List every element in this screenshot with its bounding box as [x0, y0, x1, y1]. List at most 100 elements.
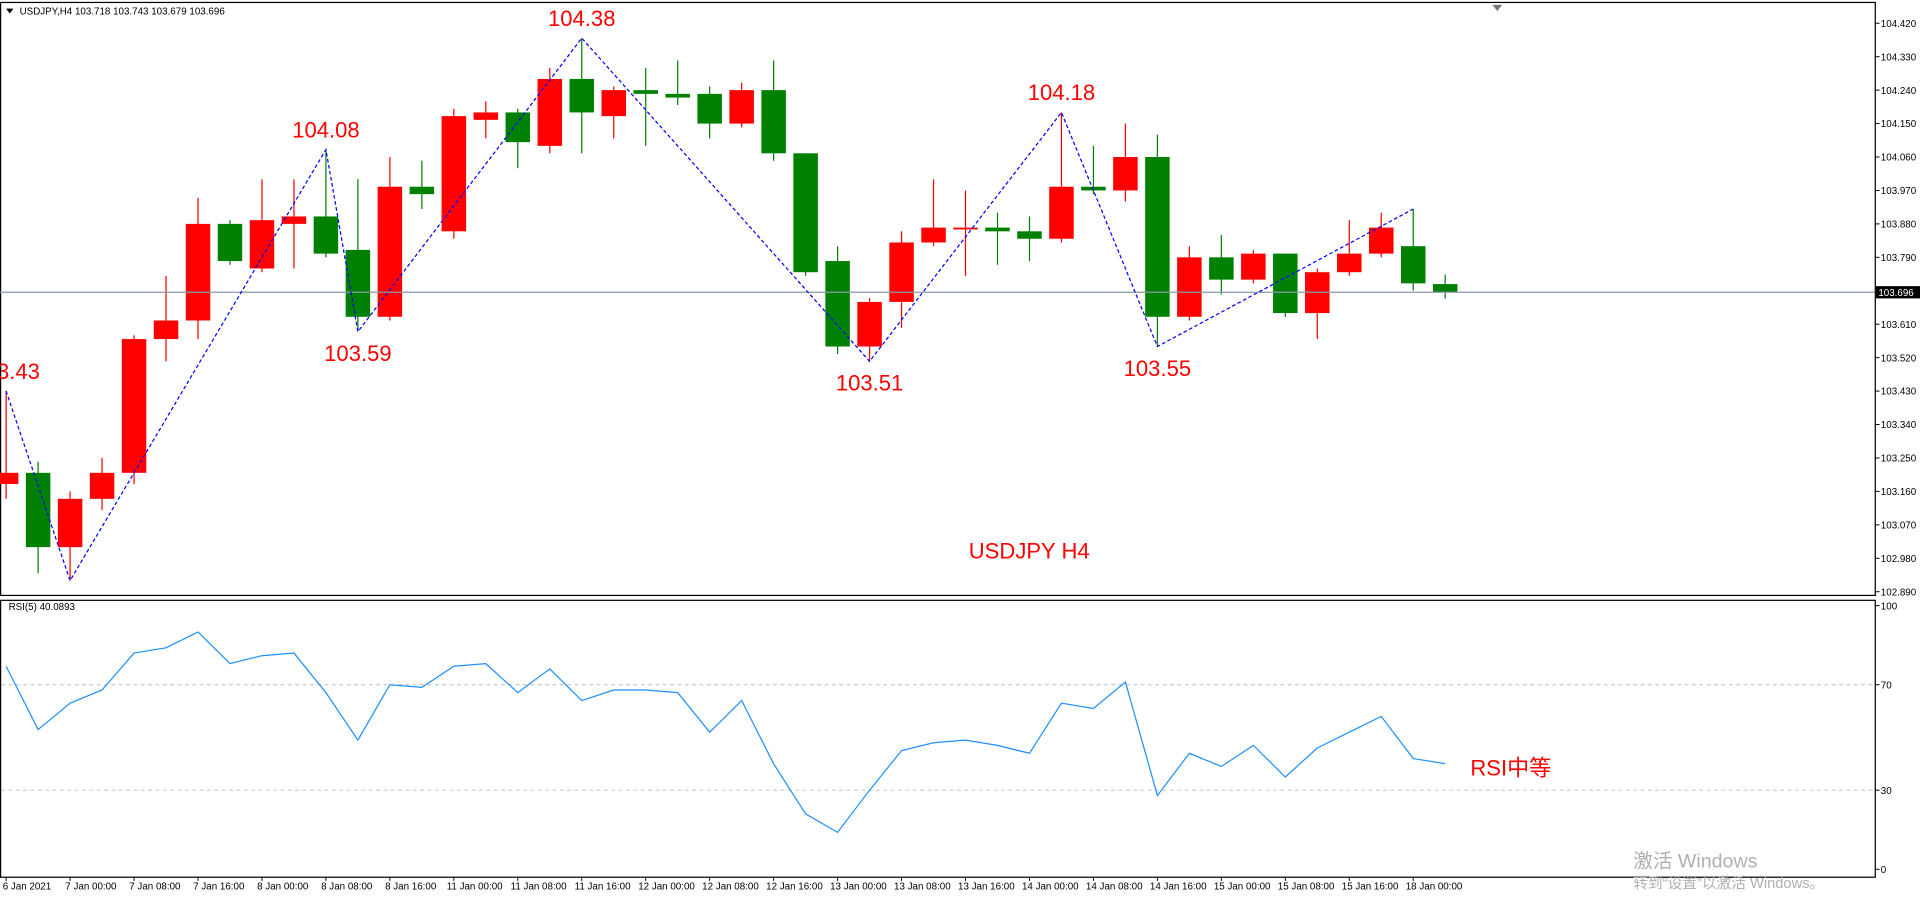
rsi-y-tick-label: 100 [1881, 601, 1898, 612]
candle-body [249, 220, 275, 269]
x-tick-label: 8 Jan 08:00 [321, 881, 373, 892]
candle-body [697, 93, 722, 124]
x-tick-label: 11 Jan 16:00 [575, 881, 631, 892]
candle-body [0, 472, 19, 484]
watermark: 激活 Windows [1633, 850, 1757, 872]
x-tick-label: 11 Jan 08:00 [511, 881, 567, 892]
x-tick-label: 11 Jan 00:00 [447, 881, 503, 892]
zigzag-label: 103.59 [324, 341, 391, 366]
candle-body [153, 320, 179, 340]
candle-body [1400, 246, 1426, 284]
y-tick-label: 103.610 [1881, 320, 1917, 331]
x-tick-label: 13 Jan 00:00 [830, 881, 887, 892]
y-tick-label: 103.790 [1881, 253, 1917, 264]
rsi-y-tick-label: 70 [1881, 680, 1892, 691]
candle-body [1241, 253, 1266, 280]
y-tick-label: 104.150 [1881, 119, 1917, 130]
y-tick-label: 103.070 [1881, 521, 1917, 532]
candle-body [921, 227, 946, 243]
candle-body [537, 78, 563, 146]
candle-body [57, 498, 83, 548]
zigzag-label: 103.51 [836, 371, 903, 396]
candle-body [217, 223, 243, 262]
candle-body [281, 216, 307, 224]
rsi-line [5, 631, 1446, 834]
candle-body [793, 153, 818, 273]
candle-body [601, 90, 626, 117]
candle-body [121, 339, 147, 473]
y-tick-label: 103.880 [1881, 220, 1917, 231]
x-tick-label: 8 Jan 16:00 [385, 881, 437, 892]
candle-body [345, 249, 371, 317]
x-tick-label: 7 Jan 00:00 [65, 881, 117, 892]
candle-body [1209, 257, 1234, 280]
candle-body [1177, 257, 1202, 317]
rsi-annotation: RSI中等 [1470, 756, 1551, 781]
chart-title: USDJPY H4 [969, 539, 1090, 564]
symbol-info: USDJPY,H4 103.718 103.743 103.679 103.69… [20, 7, 226, 18]
x-tick-label: 12 Jan 08:00 [702, 881, 759, 892]
candle-body [313, 216, 339, 254]
zigzag-label: 103.43 [0, 359, 40, 384]
candle-body [825, 261, 850, 347]
candle-body [761, 90, 786, 154]
x-tick-label: 12 Jan 16:00 [766, 881, 823, 892]
y-tick-label: 103.430 [1881, 387, 1917, 398]
last-price-label: 103.696 [1878, 288, 1914, 299]
rsi-y-tick-label: 30 [1881, 786, 1892, 797]
x-tick-label: 14 Jan 16:00 [1150, 881, 1207, 892]
candle-body [953, 227, 978, 230]
candle-body [1017, 231, 1042, 239]
y-tick-label: 104.330 [1881, 52, 1917, 63]
zigzag-line [5, 37, 1414, 583]
candle-body [89, 472, 115, 499]
main-frame [0, 1, 1876, 597]
candle-body [185, 223, 211, 321]
x-tick-label: 12 Jan 00:00 [638, 881, 695, 892]
x-tick-label: 8 Jan 00:00 [257, 881, 309, 892]
candle-body [1145, 157, 1170, 317]
x-tick-label: 6 Jan 2021 [3, 881, 51, 892]
last-price-box [1875, 286, 1920, 299]
x-tick-label: 13 Jan 16:00 [958, 881, 1015, 892]
menu-arrow[interactable] [6, 8, 14, 14]
candle-body [377, 186, 403, 317]
y-tick-label: 103.970 [1881, 186, 1917, 197]
candle-body [569, 78, 595, 113]
rsi-frame [0, 599, 1876, 878]
candle-body [889, 242, 914, 302]
rsi-title: RSI(5) 40.0893 [9, 602, 76, 613]
rsi-y-tick-label: 0 [1881, 865, 1887, 876]
candle-body [1081, 186, 1106, 191]
y-tick-label: 103.520 [1881, 353, 1917, 364]
x-tick-label: 7 Jan 08:00 [129, 881, 181, 892]
candle-body [1337, 253, 1362, 273]
candle-body [633, 90, 658, 94]
candle-body [665, 93, 690, 98]
y-tick-label: 104.240 [1881, 86, 1917, 97]
y-tick-label: 102.890 [1881, 587, 1917, 598]
scroll-marker [1492, 4, 1503, 12]
candle-body [505, 112, 531, 143]
candle-body [729, 90, 754, 124]
zigzag-label: 104.38 [548, 6, 615, 31]
x-tick-label: 14 Jan 08:00 [1086, 881, 1143, 892]
candle-body [1113, 157, 1138, 191]
candle-body [857, 301, 882, 347]
zigzag-label: 104.18 [1028, 80, 1095, 105]
x-tick-label: 7 Jan 16:00 [193, 881, 245, 892]
y-tick-label: 103.160 [1881, 487, 1917, 498]
x-tick-label: 13 Jan 08:00 [894, 881, 951, 892]
y-tick-label: 103.250 [1881, 454, 1917, 465]
x-tick-label: 14 Jan 00:00 [1022, 881, 1079, 892]
zigzag-label: 103.55 [1124, 356, 1191, 381]
candle-body [1432, 284, 1458, 293]
watermark: 转到“设置”以激活 Windows。 [1633, 875, 1824, 892]
x-tick-label: 15 Jan 16:00 [1342, 881, 1399, 892]
y-tick-label: 102.980 [1881, 554, 1917, 565]
zigzag-label: 104.08 [292, 117, 359, 142]
candle-body [1368, 227, 1394, 254]
y-tick-label: 103.340 [1881, 420, 1917, 431]
x-tick-label: 15 Jan 00:00 [1214, 881, 1271, 892]
